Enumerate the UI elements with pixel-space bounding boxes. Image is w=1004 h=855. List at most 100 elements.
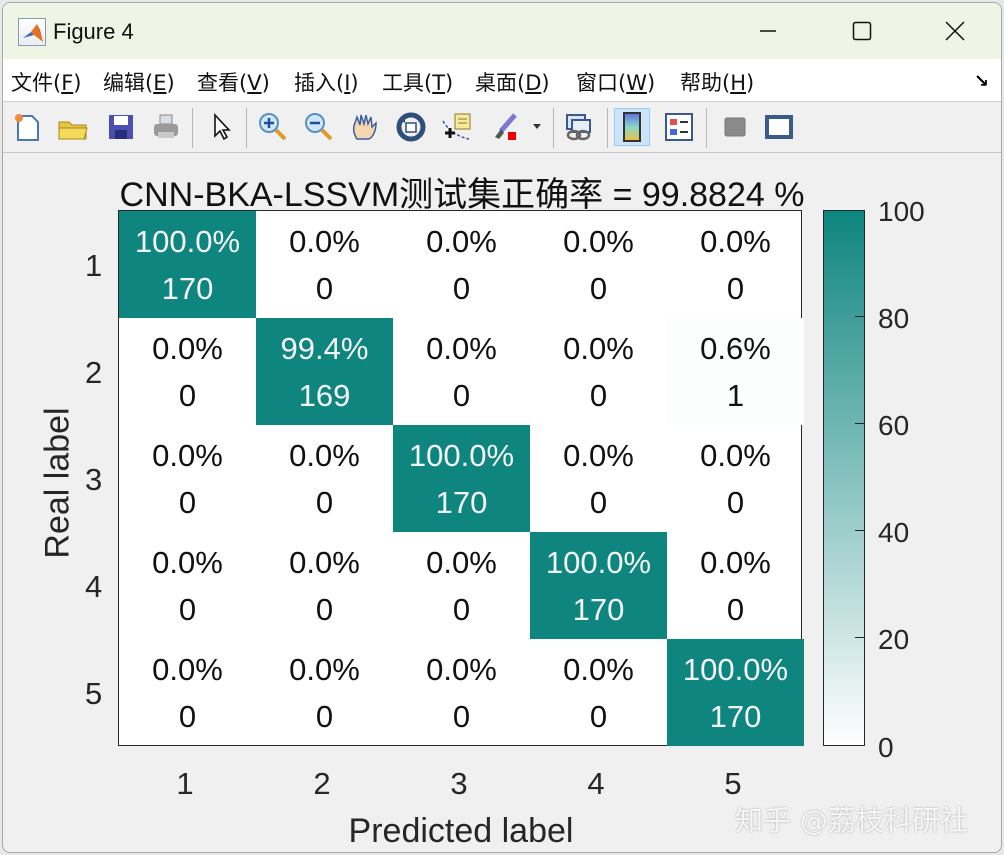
legend-icon	[665, 113, 693, 141]
maximize-icon	[852, 21, 872, 41]
toolbar-separator	[706, 108, 707, 148]
zoom-out-icon	[305, 113, 333, 141]
dock-arrow-icon[interactable]: ↘	[973, 71, 989, 91]
y-tick: 2	[85, 355, 103, 390]
printer-icon	[154, 114, 178, 138]
y-axis-label: Real label	[38, 407, 77, 559]
menu-insert[interactable]: 插入(I)	[294, 71, 359, 95]
new-figure-button[interactable]	[9, 108, 45, 146]
insert-legend-button[interactable]	[661, 108, 697, 146]
matrix-cell: 0.0% 0	[426, 651, 497, 734]
matrix-cell: 0.0% 0	[426, 330, 497, 413]
matrix-cell: 0.0% 0	[700, 223, 771, 306]
x-tick: 3	[450, 766, 468, 801]
brush-dropdown-button[interactable]	[529, 108, 545, 146]
matrix-cell: 0.6% 1	[667, 318, 804, 425]
matrix-cell: 0.0% 0	[152, 330, 223, 413]
new-file-icon	[15, 114, 39, 141]
menu-desktop[interactable]: 桌面(D)	[475, 71, 550, 95]
matrix-cell: 100.0% 170	[667, 639, 804, 746]
matrix-cell: 100.0% 170	[119, 211, 256, 318]
toolbar-separator	[192, 108, 193, 148]
minimize-button[interactable]	[745, 11, 791, 51]
y-tick: 1	[85, 248, 103, 283]
hide-tools-icon	[724, 117, 746, 137]
colorbar-tick-mark	[855, 316, 864, 317]
rotate-icon	[396, 112, 426, 142]
colorbar-tick-label: 80	[878, 303, 910, 334]
colorbar-tick-label: 20	[878, 624, 910, 655]
menu-window[interactable]: 窗口(W)	[576, 71, 656, 95]
pan-button[interactable]	[347, 108, 383, 146]
save-button[interactable]	[103, 108, 139, 146]
colorbar-tick-label: 100	[878, 196, 925, 227]
menu-file[interactable]: 文件(F)	[11, 71, 82, 95]
x-tick: 1	[176, 766, 194, 801]
colorbar-tick-mark	[855, 423, 864, 424]
window-title: Figure 4	[53, 19, 134, 44]
matrix-cell: 0.0% 0	[563, 223, 634, 306]
pointer-arrow-icon	[214, 112, 231, 141]
maximize-button[interactable]	[839, 11, 885, 51]
matrix-cell: 0.0% 0	[563, 330, 634, 413]
chevron-down-icon	[533, 124, 541, 129]
menu-bar: 文件(F) 编辑(E) 查看(V) 插入(I) 工具(T) 桌面(D) 窗口(W…	[3, 59, 1001, 102]
menu-help[interactable]: 帮助(H)	[680, 71, 755, 95]
matrix-cell: 0.0% 0	[700, 437, 771, 520]
edit-plot-button[interactable]	[203, 108, 239, 146]
toolbar-separator	[553, 108, 554, 148]
close-icon	[945, 21, 965, 41]
matrix-cell: 0.0% 0	[289, 544, 360, 627]
data-cursor-button[interactable]	[439, 108, 475, 146]
menu-view[interactable]: 查看(V)	[197, 71, 270, 95]
brush-button[interactable]	[487, 108, 523, 146]
matrix-cell: 0.0% 0	[563, 651, 634, 734]
hide-plot-tools-button[interactable]	[717, 108, 753, 146]
title-bar[interactable]: Figure 4	[3, 3, 1001, 59]
menu-tools[interactable]: 工具(T)	[382, 71, 454, 95]
figure-toolbar	[3, 102, 1001, 153]
colorbar-icon	[623, 112, 641, 142]
colorbar-tick-mark	[855, 637, 864, 638]
colorbar[interactable]	[823, 210, 865, 746]
open-file-button[interactable]	[55, 108, 91, 146]
zoom-in-icon	[259, 113, 287, 141]
matrix-cell: 100.0% 170	[530, 532, 667, 639]
y-tick: 4	[85, 569, 103, 604]
matrix-cell: 99.4% 169	[256, 318, 393, 425]
show-plot-tools-button[interactable]	[761, 108, 797, 146]
matrix-cell: 0.0% 0	[426, 544, 497, 627]
print-button[interactable]	[148, 108, 184, 146]
matrix-cell: 0.0% 0	[289, 437, 360, 520]
x-tick: 4	[587, 766, 605, 801]
confusion-matrix-axes[interactable]: 100.0% 170 0.0% 0 0.0% 0 0.0% 0 0.0% 0 0.0% 0 …	[118, 210, 804, 746]
link-plot-button[interactable]	[561, 108, 597, 146]
folder-open-icon	[58, 121, 88, 140]
plot-title: CNN-BKA-LSSVM测试集正确率 = 99.8824 %	[119, 176, 805, 214]
y-tick: 5	[85, 676, 103, 711]
menu-edit[interactable]: 编辑(E)	[103, 71, 175, 95]
close-button[interactable]	[932, 11, 978, 51]
show-tools-icon	[765, 115, 793, 139]
data-tip-icon	[442, 113, 471, 140]
x-axis-label: Predicted label	[348, 812, 574, 850]
zoom-in-button[interactable]	[255, 108, 291, 146]
rotate-3d-button[interactable]	[393, 108, 429, 146]
matrix-cell: 0.0% 0	[152, 544, 223, 627]
save-disk-icon	[109, 115, 133, 139]
brush-icon	[495, 113, 517, 140]
y-tick: 3	[85, 462, 103, 497]
x-tick: 5	[724, 766, 742, 801]
minimize-icon	[760, 30, 776, 32]
hand-icon	[352, 114, 377, 140]
matrix-cell: 0.0% 0	[289, 651, 360, 734]
x-tick: 2	[313, 766, 331, 801]
insert-colorbar-button[interactable]	[614, 108, 650, 146]
colorbar-tick-label: 60	[878, 410, 910, 441]
colorbar-tick-label: 0	[878, 732, 894, 763]
matrix-cell: 0.0% 0	[152, 651, 223, 734]
matrix-cell: 100.0% 170	[393, 425, 530, 532]
zoom-out-button[interactable]	[301, 108, 337, 146]
toolbar-separator	[246, 108, 247, 148]
